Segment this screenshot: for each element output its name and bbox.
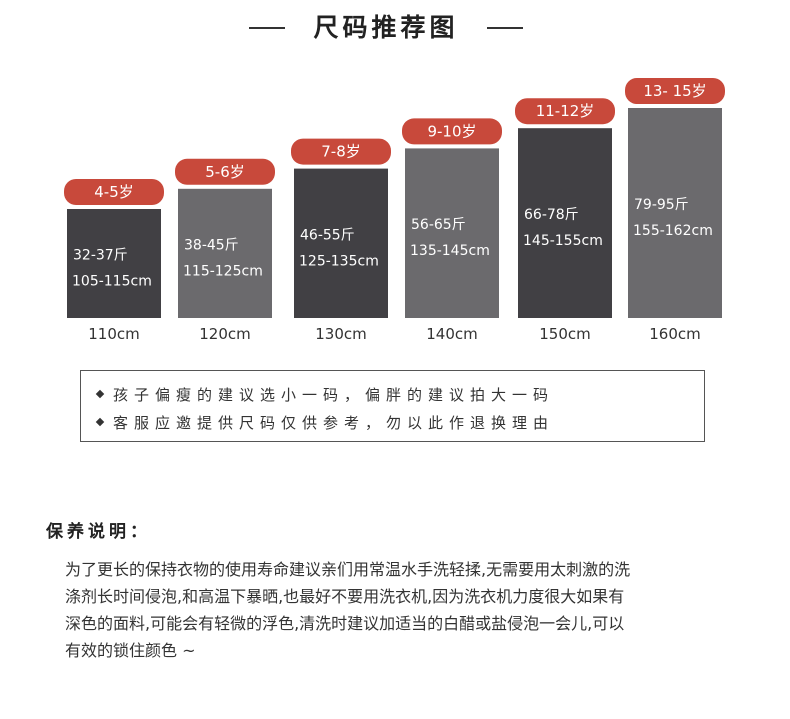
weight-label: 79-95斤 bbox=[634, 197, 689, 213]
height-range-label: 145-155cm bbox=[523, 233, 603, 249]
age-badge bbox=[402, 118, 502, 145]
care-text-line: 涤剂长时间侵泡,和高温下暴晒,也最好不要用洗衣机,因为洗衣机力度很大如果有 bbox=[65, 587, 625, 606]
bar-2 bbox=[294, 168, 388, 318]
bar-0 bbox=[67, 209, 161, 318]
height-range-label: 115-125cm bbox=[183, 263, 263, 279]
category-label: 160cm bbox=[649, 325, 701, 343]
category-label: 110cm bbox=[88, 325, 140, 343]
title-rule-right bbox=[487, 27, 523, 29]
age-label: 7-8岁 bbox=[321, 143, 361, 161]
category-label: 120cm bbox=[199, 325, 251, 343]
title-rule-left bbox=[249, 27, 285, 29]
note-text: 孩子偏瘦的建议选小一码，偏胖的建议拍大一码 bbox=[113, 386, 555, 404]
care-text-line: 深色的面料,可能会有轻微的浮色,清洗时建议加适当的白醋或盐侵泡一会儿,可以 bbox=[65, 614, 625, 633]
weight-label: 32-37斤 bbox=[73, 248, 128, 264]
page-title: 尺码推荐图 bbox=[313, 13, 459, 42]
category-label: 150cm bbox=[539, 325, 591, 343]
note-item: 孩子偏瘦的建议选小一码，偏胖的建议拍大一码 bbox=[95, 384, 555, 405]
diamond-bullet-icon bbox=[95, 417, 105, 426]
weight-label: 56-65斤 bbox=[411, 217, 466, 233]
diamond-bullet-icon bbox=[95, 389, 105, 398]
bar-1 bbox=[178, 188, 272, 318]
age-badge bbox=[64, 179, 164, 205]
height-range-label: 105-115cm bbox=[72, 274, 152, 290]
bar-4 bbox=[518, 128, 612, 318]
age-badge bbox=[291, 138, 391, 165]
age-label: 5-6岁 bbox=[205, 163, 245, 181]
height-range-label: 135-145cm bbox=[410, 243, 490, 259]
care-title: 保养说明： bbox=[46, 522, 151, 542]
weight-label: 46-55斤 bbox=[300, 227, 355, 243]
age-label: 9-10岁 bbox=[427, 122, 476, 140]
height-range-label: 155-162cm bbox=[633, 223, 713, 239]
category-label: 130cm bbox=[315, 325, 367, 343]
age-badge bbox=[175, 158, 275, 185]
weight-label: 38-45斤 bbox=[184, 237, 239, 253]
notes-box: 孩子偏瘦的建议选小一码，偏胖的建议拍大一码 客服应邀提供尺码仅供参考，勿以此作退… bbox=[80, 370, 705, 442]
age-badge bbox=[625, 78, 725, 104]
age-badge bbox=[515, 98, 615, 125]
age-label: 13- 15岁 bbox=[643, 82, 706, 100]
size-chart: 4-5岁 32-37斤 105-115cm 110cm 5-6岁 38-45斤 115-12… bbox=[64, 78, 725, 343]
care-text-line: 有效的锁住颜色 ~ bbox=[65, 641, 196, 660]
note-item: 客服应邀提供尺码仅供参考，勿以此作退换理由 bbox=[95, 412, 555, 433]
age-label: 11-12岁 bbox=[536, 102, 595, 120]
care-text-line: 为了更长的保持衣物的使用寿命建议亲们用常温水手洗轻揉,无需要用太刺激的洗 bbox=[65, 560, 631, 579]
height-range-label: 125-135cm bbox=[299, 253, 379, 269]
note-text: 客服应邀提供尺码仅供参考，勿以此作退换理由 bbox=[113, 414, 555, 432]
age-label: 4-5岁 bbox=[94, 183, 134, 201]
bar-5 bbox=[628, 108, 722, 318]
bar-3 bbox=[405, 148, 499, 318]
category-label: 140cm bbox=[426, 325, 478, 343]
weight-label: 66-78斤 bbox=[524, 207, 579, 223]
title-row: 尺码推荐图 bbox=[0, 8, 790, 48]
